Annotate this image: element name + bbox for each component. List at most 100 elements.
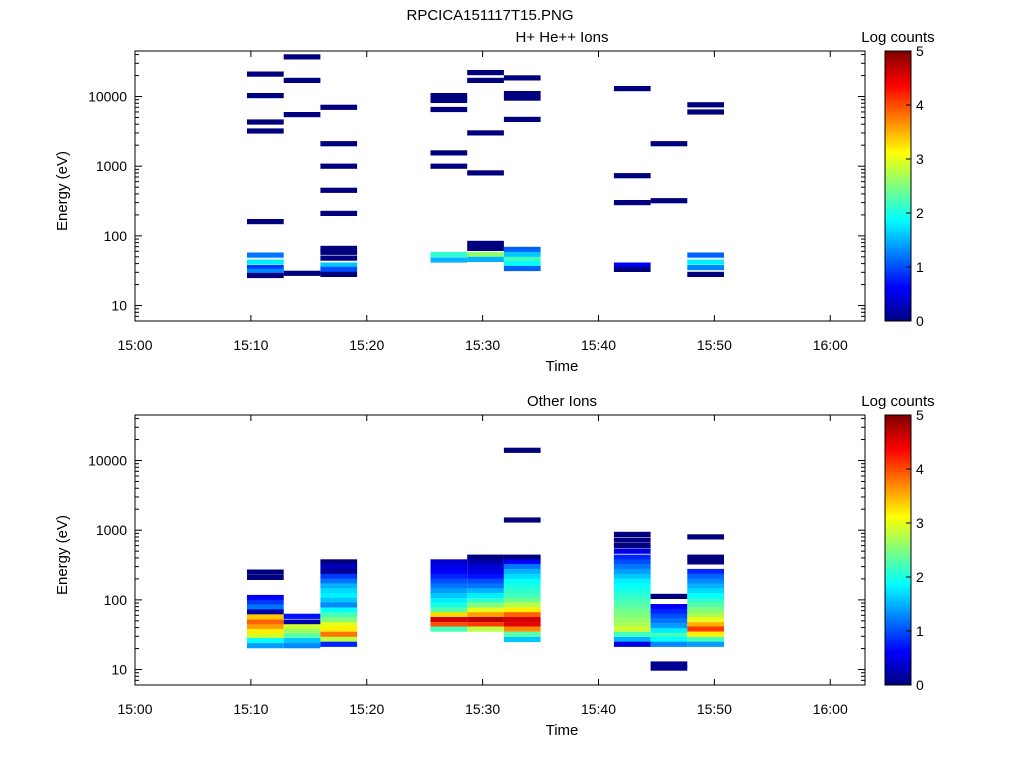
y-tick-label: 100 (104, 592, 128, 608)
colorbar-swatch (885, 166, 911, 171)
colorbar-swatch (885, 185, 911, 189)
heatmap-cell (320, 612, 358, 618)
colorbar-swatch (885, 673, 911, 678)
colorbar-swatch (885, 417, 911, 421)
colorbar-tick-label: 3 (916, 515, 924, 531)
colorbar-tick-label: 1 (916, 259, 924, 275)
colorbar-swatch (885, 460, 911, 464)
colorbar-swatch (885, 633, 911, 637)
heatmap-cell (613, 564, 651, 570)
y-axis-label: Energy (eV) (54, 515, 71, 595)
heatmap-cell (430, 626, 468, 632)
colorbar-swatch (885, 307, 911, 311)
colorbar-swatch (885, 253, 911, 257)
heatmap-cell (467, 554, 504, 560)
colorbar-swatch (885, 242, 911, 246)
x-tick-label: 15:30 (465, 337, 500, 353)
heatmap-cell (613, 617, 651, 623)
colorbar-swatch (885, 237, 911, 241)
y-tick-label: 1000 (96, 522, 127, 538)
heatmap-cell (247, 594, 284, 601)
colorbar-swatch (885, 156, 911, 160)
heatmap-cell (320, 636, 358, 643)
y-tick-label: 100 (104, 228, 128, 244)
heatmap-cell (503, 517, 541, 523)
heatmap-cell (430, 93, 468, 99)
heatmap-cell (320, 626, 358, 632)
colorbar-swatch (885, 188, 911, 192)
colorbar-swatch (885, 72, 911, 76)
heatmap-cell (687, 109, 724, 115)
colorbar-swatch (885, 479, 911, 483)
heatmap-cell (430, 568, 468, 575)
heatmap-cell (613, 173, 651, 179)
heatmap-cell (247, 599, 284, 605)
colorbar-swatch (885, 161, 911, 165)
heatmap-cell (283, 77, 321, 83)
colorbar-swatch (885, 272, 911, 276)
heatmap-cell (613, 602, 651, 608)
colorbar-swatch (885, 420, 911, 424)
colorbar-swatch (885, 96, 911, 100)
x-tick-label: 15:20 (349, 701, 384, 717)
colorbar-swatch (885, 474, 911, 478)
heatmap-cell (467, 170, 504, 176)
x-tick-label: 15:30 (465, 701, 500, 717)
colorbar-swatch (885, 88, 911, 92)
colorbar-swatch (885, 430, 911, 435)
y-tick-label: 10000 (88, 453, 127, 469)
colorbar-swatch (885, 274, 911, 279)
heatmap-cell (247, 633, 284, 639)
colorbar-swatch (885, 641, 911, 645)
colorbar-tick-label: 4 (916, 97, 924, 113)
heatmap-cell (613, 548, 651, 554)
heatmap-cell (650, 608, 688, 615)
heatmap-cell (467, 602, 504, 608)
colorbar-swatch (885, 506, 911, 510)
colorbar-swatch (885, 568, 911, 572)
colorbar-swatch (885, 150, 911, 154)
heatmap-cell (687, 597, 724, 604)
heatmap-cells (247, 54, 724, 279)
colorbar-swatch (885, 220, 911, 225)
colorbar-swatch (885, 611, 911, 616)
colorbar-tick-label: 0 (916, 677, 924, 693)
heatmap-cell (467, 573, 504, 579)
heatmap-cell (320, 559, 358, 565)
heatmap-cell (430, 163, 468, 169)
colorbar-swatch (885, 91, 911, 95)
heatmap-cell (613, 583, 651, 589)
colorbar-swatch (885, 64, 911, 68)
y-axis-label: Energy (eV) (54, 151, 71, 231)
colorbar-swatch (885, 282, 911, 287)
colorbar-swatch (885, 61, 911, 65)
heatmap-cell (247, 268, 284, 274)
heatmap-cell (467, 612, 504, 618)
colorbar-swatch (885, 590, 911, 594)
colorbar-swatch (885, 288, 911, 292)
colorbar-tick-label: 2 (916, 205, 924, 221)
colorbar-swatch (885, 199, 911, 203)
colorbar-swatch (885, 533, 911, 537)
heatmap-cell (650, 618, 688, 624)
heatmap-cell (283, 629, 321, 635)
colorbar-swatch (885, 80, 911, 84)
heatmap-cell (247, 574, 284, 580)
heatmap-cell (613, 568, 651, 575)
heatmap-cell (320, 593, 358, 599)
heatmap-cell (247, 272, 284, 279)
heatmap-cell (503, 607, 541, 613)
heatmap-cell (320, 245, 358, 251)
colorbar-swatch (885, 530, 911, 535)
x-tick-label: 15:20 (349, 337, 384, 353)
heatmap-cell (247, 265, 284, 271)
heatmap-cell (467, 617, 504, 623)
colorbar-swatch (885, 630, 911, 634)
heatmap-cell (320, 564, 358, 570)
heatmap-cell (430, 593, 468, 599)
heatmap-cell (430, 578, 468, 584)
heatmap-cell (503, 265, 541, 272)
heatmap-cell (613, 578, 651, 584)
